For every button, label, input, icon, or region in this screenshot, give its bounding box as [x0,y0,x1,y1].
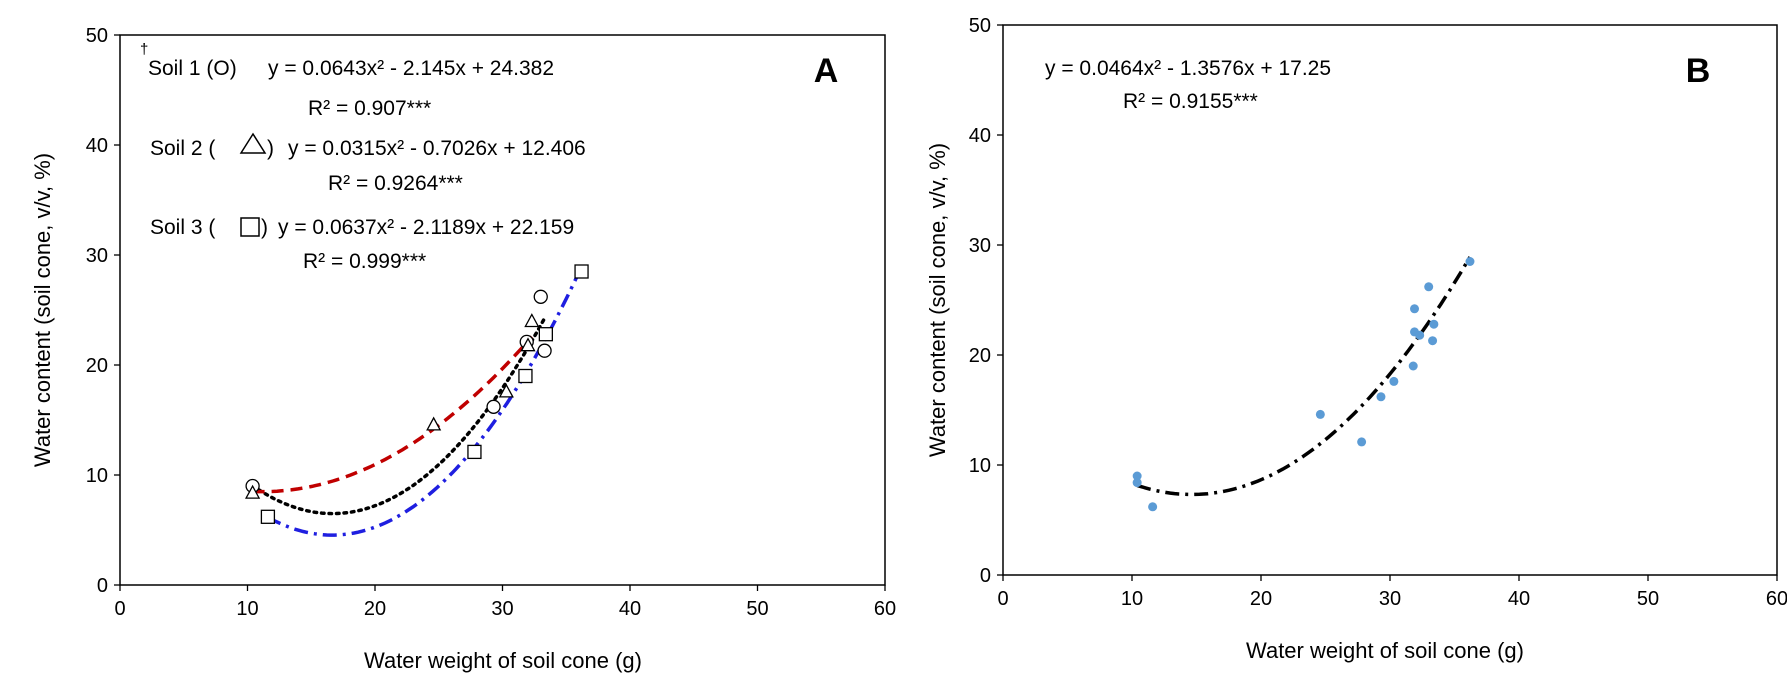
x-tick-label: 20 [364,598,386,620]
data-point-triangle [426,416,442,431]
y-tick-label: 50 [969,15,991,37]
plot-frame-a [119,34,886,586]
trendline-series-1 [250,316,547,516]
data-point-triangle [245,484,261,499]
trendline-series-1 [1136,256,1472,497]
data-point-square [260,509,276,524]
data-point [1415,330,1425,340]
y-tick-label: 20 [969,345,991,367]
data-point [1424,282,1434,292]
y-axis-label-b: Water content (soil cone, v/v, %) [925,143,950,457]
data-point [1315,409,1325,419]
panel-b-r2: R² = 0.9155*** [1123,90,1258,113]
x-tick-label: 40 [1508,588,1530,610]
panel-label-a: A [814,52,839,90]
soil2-label-end: ) [267,137,274,160]
y-tick-label: 20 [86,355,108,377]
data-point-square [574,264,589,279]
y-tick-label: 10 [86,465,108,487]
x-tick-label: 30 [491,598,513,620]
data-point-triangle [524,313,540,328]
x-tick-label: 50 [746,598,768,620]
data-point [1465,257,1475,266]
x-axis-label-a: Water weight of soil cone (g) [364,648,642,673]
y-tick-label: 10 [969,455,991,477]
soil3-label-end: ) [261,216,268,239]
y-tick-label: 30 [86,245,108,267]
x-tick-label: 30 [1379,588,1401,610]
soil3-equation: y = 0.0637x² - 2.1189x + 22.159 [278,216,574,239]
data-point-circle [533,289,548,304]
data-points-a [245,264,589,524]
data-point-circle [486,399,501,414]
data-point [1148,502,1158,512]
plot-frame-b [1002,24,1778,576]
data-point [1429,319,1439,329]
fit-curves-a [250,266,584,537]
data-points-b [1132,257,1475,512]
data-point-square [538,327,553,342]
data-point-square [518,368,533,384]
x-tick-label: 60 [874,598,896,620]
panel-label-b: B [1686,52,1711,90]
chart-panel-a: 0 10 20 30 40 50 60 0 10 20 30 40 50 Water weight of… [30,25,896,673]
x-tick-label: 10 [236,598,258,620]
axes-b: 0 10 20 30 40 50 60 0 10 20 30 40 50 [969,15,1787,610]
trendline-series-2 [252,335,534,494]
soil2-r2: R² = 0.9264*** [328,172,463,195]
fit-curves-b [1136,256,1472,497]
soil3-label: Soil 3 ( [150,216,215,239]
data-point [1132,478,1142,488]
y-tick-label: 30 [969,235,991,257]
square-legend-icon [240,217,260,237]
x-tick-label: 0 [997,588,1008,610]
data-point-square [467,444,482,460]
data-point [1408,361,1418,371]
panel-b-equation: y = 0.0464x² - 1.3576x + 17.25 [1045,57,1331,80]
trendline-series-3 [267,266,584,537]
triangle-legend-icon [239,132,267,154]
soil1-r2: R² = 0.907*** [308,97,431,120]
data-point-triangle [498,383,514,398]
x-axis-label-b: Water weight of soil cone (g) [1246,638,1524,663]
x-tick-label: 20 [1250,588,1272,610]
soil3-r2: R² = 0.999*** [303,250,426,273]
data-point-circle [537,343,552,358]
dagger-mark: † [140,41,148,58]
x-tick-label: 40 [619,598,641,620]
y-axis-label-a: Water content (soil cone, v/v, %) [30,153,55,467]
data-point [1389,376,1399,386]
y-tick-label: 40 [969,125,991,147]
data-point-triangle [520,337,536,352]
data-point [1410,304,1420,314]
data-point [1428,336,1438,346]
chart-panel-b: 0 10 20 30 40 50 60 0 10 20 30 40 50 Water weight of… [925,15,1787,663]
soil1-equation: y = 0.0643x² - 2.145x + 24.382 [268,57,554,80]
y-tick-label: 0 [97,575,108,597]
x-tick-label: 10 [1121,588,1143,610]
data-point [1132,471,1142,481]
y-tick-label: 40 [86,135,108,157]
soil2-label: Soil 2 ( [150,137,215,160]
soil1-label: Soil 1 (O) [148,57,237,80]
axes-a: 0 10 20 30 40 50 60 0 10 20 30 40 50 [86,25,896,620]
y-tick-label: 0 [980,565,991,587]
data-point [1376,392,1386,402]
x-tick-label: 0 [114,598,125,620]
x-tick-label: 50 [1637,588,1659,610]
y-tick-label: 50 [86,25,108,47]
data-point [1357,437,1367,447]
soil2-equation: y = 0.0315x² - 0.7026x + 12.406 [288,137,586,160]
x-tick-label: 60 [1766,588,1787,610]
